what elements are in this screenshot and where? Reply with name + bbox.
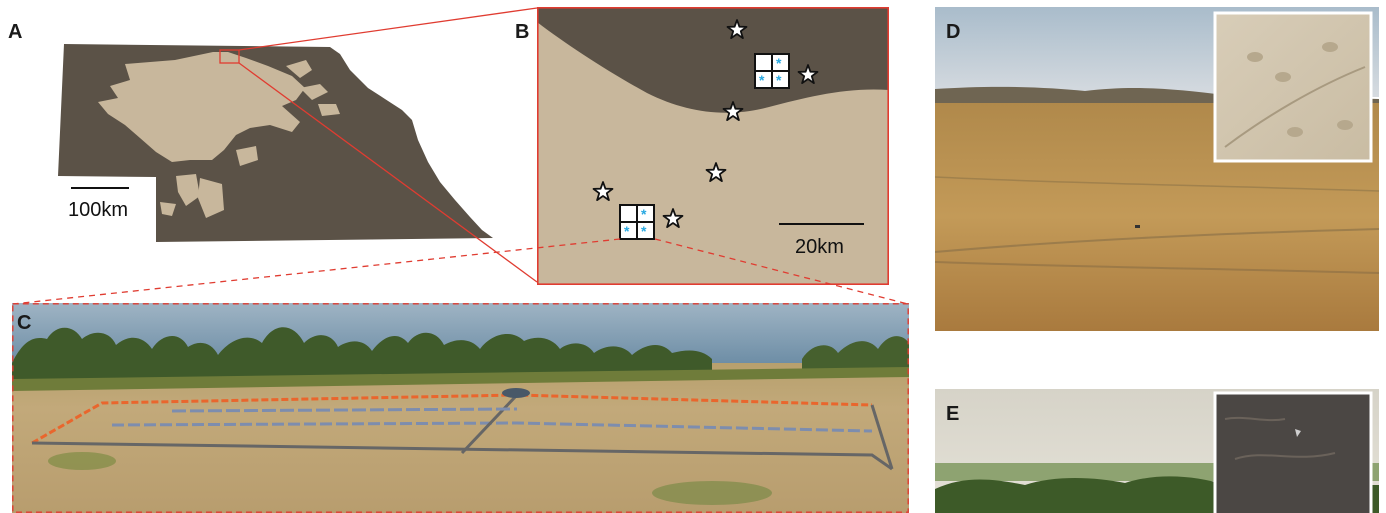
vehicle (502, 388, 530, 398)
asterisk-icon: * (759, 72, 765, 88)
scale-label-b: 20km (795, 236, 844, 258)
asterisk-icon: * (641, 206, 647, 222)
asterisk-icon: * (776, 55, 782, 71)
dark-soil-region (537, 7, 889, 113)
scale-label-a: 100km (68, 199, 128, 221)
study-area-map: * * * * * * 20km (537, 7, 889, 285)
panel-label-d: D (946, 21, 961, 43)
tree-line (802, 336, 909, 373)
exclosure-grid-icon: * * * (754, 53, 790, 89)
sand-patch (176, 174, 200, 206)
field-photo-e (935, 389, 1379, 513)
star-icon (797, 64, 819, 85)
study-area-box (219, 49, 240, 64)
panel-label-e: E (946, 403, 960, 425)
track-inset-d (1213, 11, 1373, 163)
panel-label-c: C (17, 312, 32, 334)
asterisk-icon: * (776, 72, 782, 88)
asterisk-icon: * (641, 223, 647, 239)
exclosure-grid-icon: * * * (619, 204, 655, 240)
field-photo-d (935, 7, 1379, 331)
sand-patch (198, 178, 224, 218)
state-map: 100km (58, 44, 493, 242)
star-icon (662, 208, 684, 229)
tree-line (12, 327, 712, 381)
star-icon (726, 19, 748, 40)
exclosure-fence (31, 393, 894, 471)
soil-inset-e (1213, 391, 1373, 513)
asterisk-icon: * (624, 223, 630, 239)
star-icon (592, 181, 614, 202)
panel-label-a: A (8, 21, 23, 43)
star-icon (722, 101, 744, 122)
panel-label-b: B (515, 21, 530, 43)
star-icon (705, 162, 727, 183)
field-photo-c (12, 303, 909, 513)
sand-patch (160, 202, 176, 216)
